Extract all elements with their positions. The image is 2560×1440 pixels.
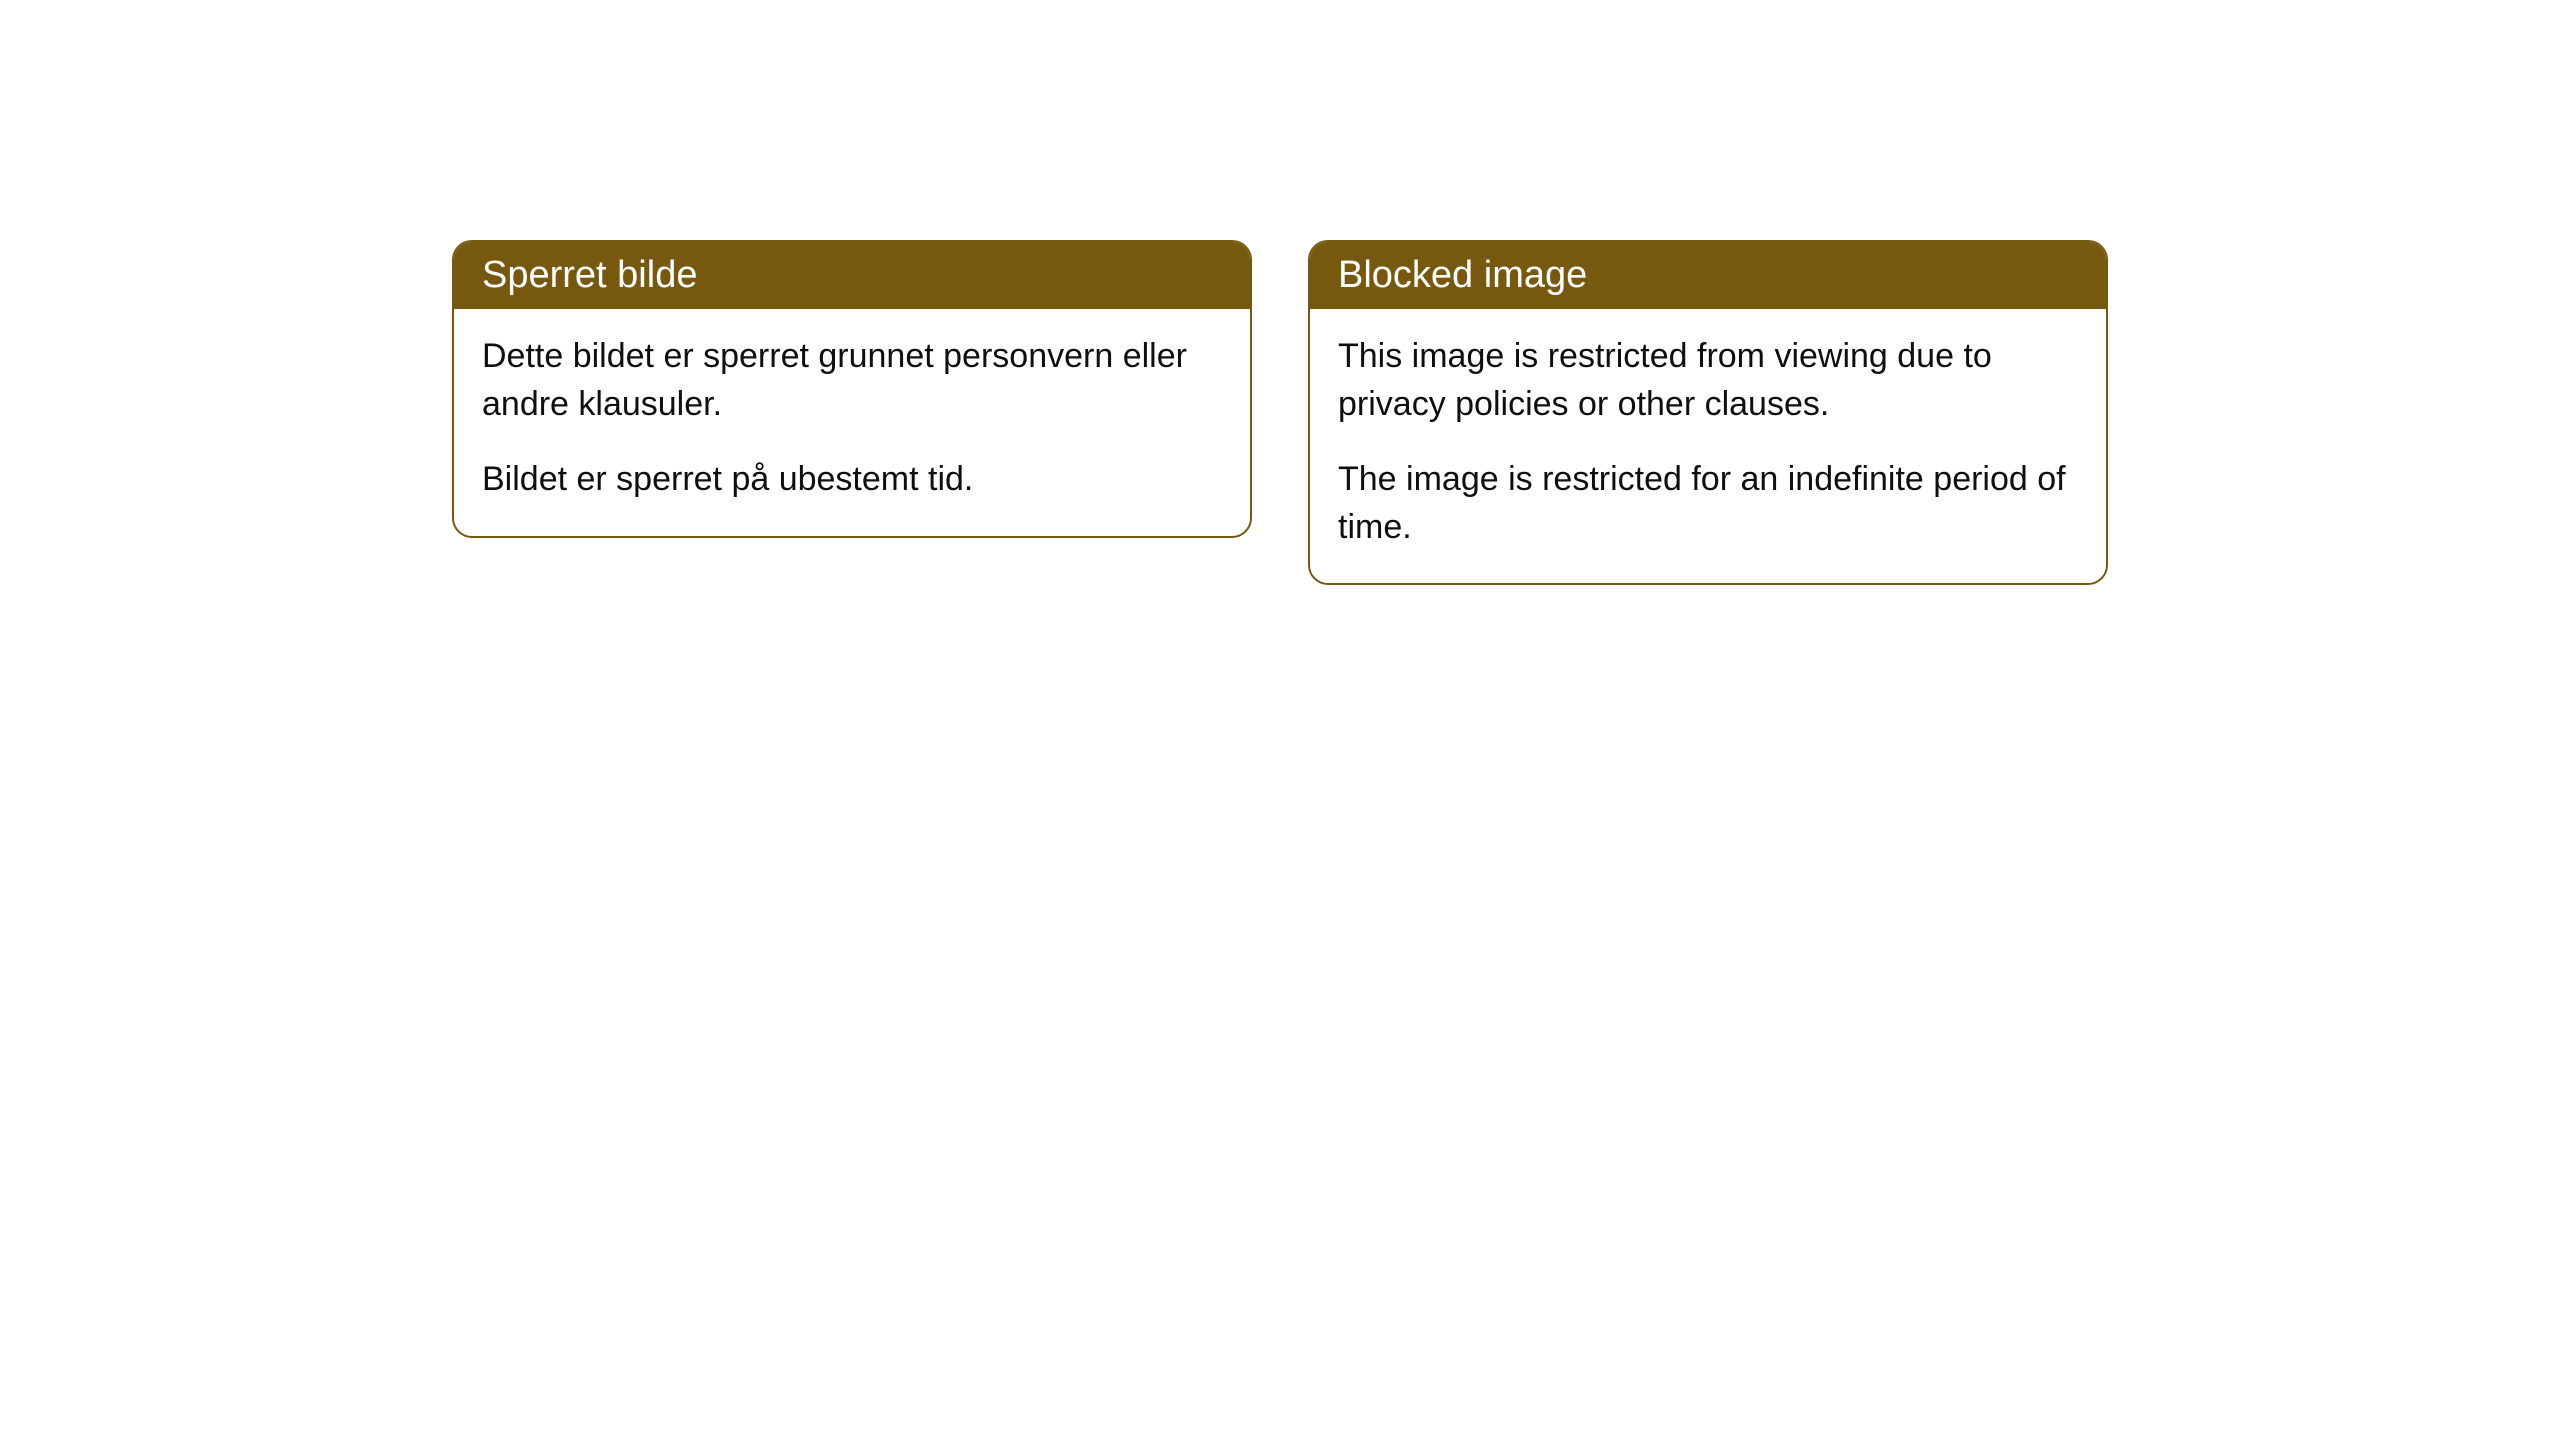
card-header-norwegian: Sperret bilde xyxy=(454,242,1250,309)
card-title-english: Blocked image xyxy=(1338,254,1587,296)
card-text-norwegian-1: Dette bildet er sperret grunnet personve… xyxy=(482,333,1222,428)
card-text-english-2: The image is restricted for an indefinit… xyxy=(1338,456,2078,551)
notice-container: Sperret bilde Dette bildet er sperret gr… xyxy=(452,240,2108,1440)
notice-card-english: Blocked image This image is restricted f… xyxy=(1308,240,2108,585)
card-title-norwegian: Sperret bilde xyxy=(482,254,697,296)
card-body-norwegian: Dette bildet er sperret grunnet personve… xyxy=(454,309,1250,536)
card-text-norwegian-2: Bildet er sperret på ubestemt tid. xyxy=(482,456,1222,504)
card-body-english: This image is restricted from viewing du… xyxy=(1310,309,2106,583)
card-text-english-1: This image is restricted from viewing du… xyxy=(1338,333,2078,428)
card-header-english: Blocked image xyxy=(1310,242,2106,309)
notice-card-norwegian: Sperret bilde Dette bildet er sperret gr… xyxy=(452,240,1252,538)
